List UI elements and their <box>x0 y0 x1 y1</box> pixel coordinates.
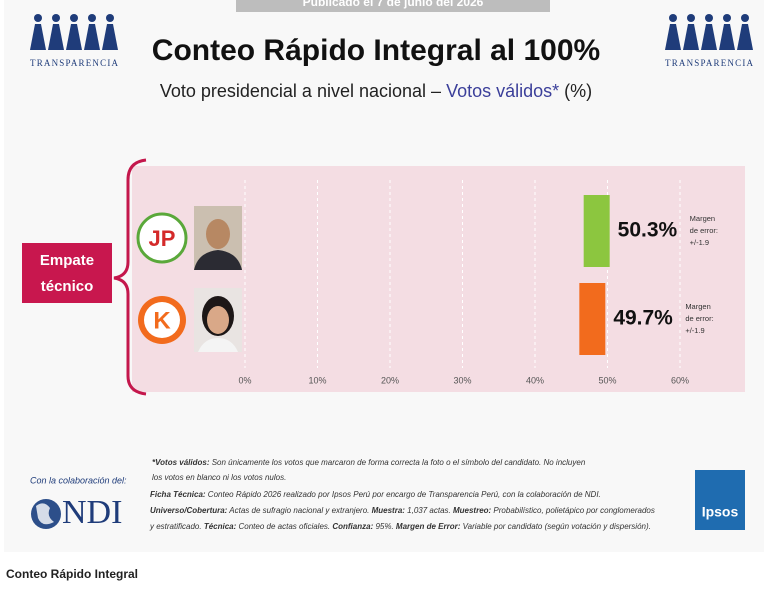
bar <box>583 195 610 267</box>
subtitle-highlight: Votos válidos* <box>446 81 559 101</box>
error-label: Margen <box>685 302 710 311</box>
note-run: Muestreo: <box>453 506 492 515</box>
logo-right <box>665 14 753 50</box>
shirt <box>198 338 238 352</box>
icon-head <box>88 14 96 22</box>
error-label: de error: <box>690 226 718 235</box>
x-tick-label: 10% <box>308 375 326 385</box>
party-logo <box>136 212 188 264</box>
error-label: +/-1.9 <box>690 238 709 247</box>
x-tick-label: 20% <box>381 375 399 385</box>
note-run: y estratificado. <box>149 522 204 531</box>
note-run: Son únicamente los votos que marcaron de… <box>210 458 586 467</box>
error-label: de error: <box>685 314 713 323</box>
note-run: 1,037 actas. <box>405 506 453 515</box>
annotation: técnico <box>41 278 94 295</box>
icon-body <box>30 24 46 50</box>
bracket <box>113 158 147 396</box>
x-tick-label: 40% <box>526 375 544 385</box>
chart: 0% 10% 20% 30% 40% 50% 60% 50.3% Margen de error:… <box>238 180 718 385</box>
x-tick-label: 60% <box>671 375 689 385</box>
subtitle: Voto presidencial a nivel nacional – <box>160 81 441 101</box>
banner-text: Publicado el 7 de junio del 2026 <box>303 0 484 9</box>
icon-head <box>70 14 78 22</box>
note-run: los votos en blanco ni los votos nulos. <box>152 473 286 482</box>
icon-body <box>48 24 64 50</box>
note-run: Probabilístico, polietápico por conglome… <box>491 506 655 515</box>
logo-left <box>30 14 118 50</box>
chart-subtitle: Voto presidencial a nivel nacional – Vot… <box>160 81 592 101</box>
logo-text: TRANSPARENCIA <box>665 58 754 68</box>
banner <box>236 0 550 12</box>
x-tick-label: 0% <box>238 375 251 385</box>
note-run: Margen de Error: <box>396 522 461 531</box>
note-line: Ficha Técnica: Conteo Rápido 2026 realiz… <box>150 490 601 499</box>
annotation-box <box>22 243 112 303</box>
note-run: Universo/Cobertura: <box>150 506 228 515</box>
annotation: Empate <box>40 252 94 269</box>
note-run: Conteo de actas oficiales. <box>236 522 332 531</box>
note-line: los votos en blanco ni los votos nulos. <box>152 473 286 482</box>
value-label: 49.7% <box>613 307 673 330</box>
error-label: +/-1.9 <box>685 326 704 335</box>
icon-body <box>84 24 100 50</box>
icon-body <box>665 24 681 50</box>
icon-head <box>687 14 695 22</box>
icon-head <box>34 14 42 22</box>
error-label: Margen <box>690 214 715 223</box>
icon-head <box>669 14 677 22</box>
icon-head <box>741 14 749 22</box>
note-run: Variable por candidato (según votación y… <box>460 522 650 531</box>
caption: Conteo Rápido Integral <box>6 567 138 581</box>
icon-head <box>106 14 114 22</box>
note-run: Técnica: <box>204 522 237 531</box>
note-run: Muestra: <box>372 506 406 515</box>
note-run: Confianza: <box>332 522 373 531</box>
party-logo-inner <box>144 302 180 338</box>
ipsos-logo <box>695 470 745 530</box>
note-run: 95%. <box>373 522 396 531</box>
face <box>206 219 230 249</box>
x-tick-label: 50% <box>598 375 616 385</box>
ipsos-text: Ipsos <box>702 504 739 520</box>
suit <box>194 250 242 270</box>
icon-head <box>723 14 731 22</box>
plot-area <box>132 166 745 392</box>
notes: *Votos válidos: Son únicamente los votos… <box>149 458 655 531</box>
party-logo-text: K <box>153 307 171 334</box>
x-tick-label: 30% <box>453 375 471 385</box>
value-label: 50.3% <box>618 219 678 242</box>
icon-body <box>683 24 699 50</box>
note-run: *Votos válidos: <box>152 458 210 467</box>
icon-body <box>701 24 717 50</box>
bar <box>579 283 606 355</box>
icon-head <box>705 14 713 22</box>
subtitle-end: (%) <box>564 81 592 101</box>
icon-body <box>66 24 82 50</box>
note-run: Actas de sufragio nacional y extranjero. <box>227 506 371 515</box>
note-line: *Votos válidos: Son únicamente los votos… <box>152 458 586 467</box>
ndi-globe-land <box>36 503 54 525</box>
note-run: Conteo Rápido 2026 realizado por Ipsos P… <box>206 490 601 499</box>
icon-body <box>719 24 735 50</box>
icon-body <box>737 24 753 50</box>
collab-text: Con la colaboración del: <box>30 475 127 485</box>
party-logo-text: JP <box>149 226 176 251</box>
icon-body <box>102 24 118 50</box>
note-line: Universo/Cobertura: Actas de sufragio na… <box>150 506 655 515</box>
note-run: Ficha Técnica: <box>150 490 206 499</box>
icon-head <box>52 14 60 22</box>
face <box>207 306 229 334</box>
logo-text: TRANSPARENCIA <box>30 58 119 68</box>
note-line: y estratificado. Técnica: Conteo de acta… <box>149 522 651 531</box>
chart-title: Conteo Rápido Integral al 100% <box>152 34 600 67</box>
ndi-logo: NDI <box>62 494 122 531</box>
